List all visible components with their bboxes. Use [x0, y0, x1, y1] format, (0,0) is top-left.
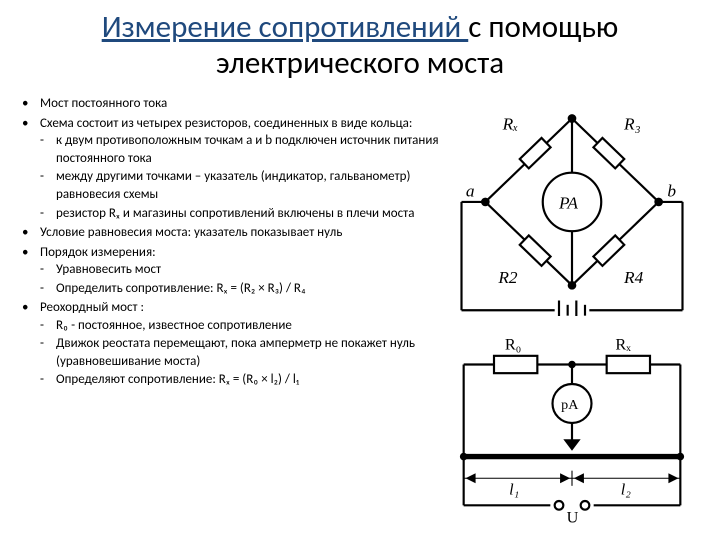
content-row: Мост постоянного тока Схема состоит из ч…: [0, 95, 720, 527]
sub-item: Уравновесить мост: [40, 261, 442, 279]
label-r2: R2: [497, 268, 518, 287]
label-pa2: pA: [561, 397, 579, 413]
slidewire-diagram: R₀ Rₓ pA l₁ l₂ U: [442, 332, 702, 527]
bridge-diagram: Rₓ R₃ R2 R4 PA a b Uпит: [442, 99, 702, 316]
label-r4: R4: [623, 268, 644, 287]
bullet-list: Мост постоянного тока Схема состоит из ч…: [22, 95, 442, 389]
sub-item: Движок реостата перемещают, пока амперме…: [40, 335, 442, 370]
bullet-text: Порядок измерения:: [40, 245, 156, 260]
sub-item: Определить сопротивление: Rₓ = (R₂ × R₃)…: [40, 280, 442, 298]
sub-text: R₀ - постоянное, известное сопротивление: [56, 318, 292, 333]
sub-text: резистор Rₓ и магазины сопротивлений вкл…: [56, 206, 414, 221]
sub-list: к двум противоположным точкам a и b подк…: [40, 132, 442, 222]
bullet-item: Мост постоянного тока: [22, 95, 442, 113]
label-l2: l₂: [621, 480, 632, 498]
diagram-column: Rₓ R₃ R2 R4 PA a b Uпит: [442, 95, 702, 527]
label-l1: l₁: [509, 480, 519, 498]
label-r3: R₃: [623, 115, 641, 134]
label-a: a: [466, 182, 475, 201]
bullet-text: Схема состоит из четырех резисторов, сое…: [40, 116, 412, 131]
title-underlined: Измерение сопротивлений: [102, 8, 469, 46]
label-rx: Rₓ: [502, 115, 519, 134]
sub-list: Уравновесить мост Определить сопротивлен…: [40, 261, 442, 297]
sub-item: между другими точками – указатель (индик…: [40, 168, 442, 203]
bullet-item: Условие равновесия моста: указатель пока…: [22, 224, 442, 242]
label-pa: PA: [558, 194, 578, 213]
bullet-item: Порядок измерения: Уравновесить мост Опр…: [22, 244, 442, 298]
bullet-item: Схема состоит из четырех резисторов, сое…: [22, 115, 442, 222]
label-r0: R₀: [505, 335, 522, 353]
sub-text: Уравновесить мост: [56, 262, 161, 277]
label-rx2: Rₓ: [615, 335, 631, 353]
bullet-text: Условие равновесия моста: указатель пока…: [40, 225, 342, 240]
sub-text: Определяют сопротивление: Rₓ = (R₀ × l₂)…: [56, 372, 299, 387]
sub-text: Движок реостата перемещают, пока амперме…: [56, 336, 415, 369]
slide-title: Измерение сопротивлений с помощью электр…: [0, 0, 720, 95]
sub-item: резистор Rₓ и магазины сопротивлений вкл…: [40, 205, 442, 223]
bullet-text: Мост постоянного тока: [40, 96, 167, 111]
sub-item: Определяют сопротивление: Rₓ = (R₀ × l₂)…: [40, 371, 442, 389]
sub-item: к двум противоположным точкам a и b подк…: [40, 132, 442, 167]
bullet-text: Реохордный мост :: [40, 300, 144, 315]
sub-text: между другими точками – указатель (индик…: [56, 169, 410, 202]
label-u2: U: [567, 509, 579, 527]
bullet-item: Реохордный мост : R₀ - постоянное, извес…: [22, 299, 442, 389]
sub-text: Определить сопротивление: Rₓ = (R₂ × R₃)…: [56, 281, 306, 296]
text-column: Мост постоянного тока Схема состоит из ч…: [22, 95, 442, 527]
sub-list: R₀ - постоянное, известное сопротивление…: [40, 317, 442, 389]
sub-item: R₀ - постоянное, известное сопротивление: [40, 317, 442, 335]
sub-text: к двум противоположным точкам a и b подк…: [56, 133, 439, 166]
label-b: b: [667, 182, 676, 201]
